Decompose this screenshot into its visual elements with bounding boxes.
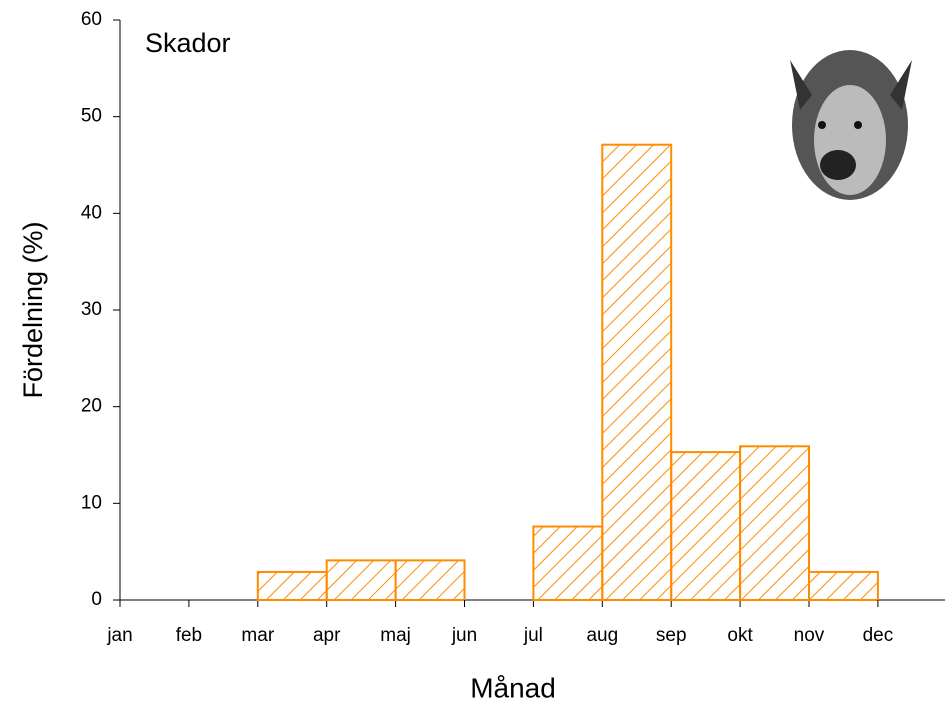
x-tick-label: feb bbox=[176, 625, 202, 646]
bar bbox=[740, 446, 809, 600]
bar bbox=[396, 560, 465, 600]
x-tick-label: sep bbox=[656, 625, 687, 646]
x-tick-label: aug bbox=[586, 625, 618, 646]
x-tick-label: jun bbox=[451, 625, 477, 646]
x-tick-label: apr bbox=[313, 625, 341, 646]
y-tick-label: 50 bbox=[81, 106, 102, 127]
bar bbox=[327, 560, 396, 600]
bar bbox=[671, 452, 740, 600]
bar bbox=[258, 572, 327, 600]
x-axis-title: Månad bbox=[470, 672, 556, 703]
annotation: Skador bbox=[145, 28, 231, 58]
y-tick-label: 20 bbox=[81, 396, 102, 417]
y-tick-label: 10 bbox=[81, 492, 102, 513]
x-tick-label: jul bbox=[523, 625, 543, 646]
bar bbox=[602, 145, 671, 600]
y-tick-label: 60 bbox=[81, 9, 102, 30]
y-tick-label: 30 bbox=[81, 299, 102, 320]
x-tick-label: nov bbox=[794, 625, 825, 646]
x-tick-label: dec bbox=[863, 625, 894, 646]
x-tick-label: mar bbox=[241, 625, 274, 646]
x-tick-label: okt bbox=[727, 625, 753, 646]
chart: Skador Månad Fördelning (%) 0 10 20 30 40 50 6… bbox=[0, 0, 946, 708]
bar bbox=[809, 572, 878, 600]
bar bbox=[533, 527, 602, 600]
x-tick-label: maj bbox=[380, 625, 411, 646]
boar-image bbox=[790, 50, 912, 200]
y-tick-label: 40 bbox=[81, 202, 102, 223]
x-tick-label: jan bbox=[106, 625, 132, 646]
y-tick-label: 0 bbox=[91, 589, 102, 610]
y-axis-title: Fördelning (%) bbox=[18, 221, 48, 398]
